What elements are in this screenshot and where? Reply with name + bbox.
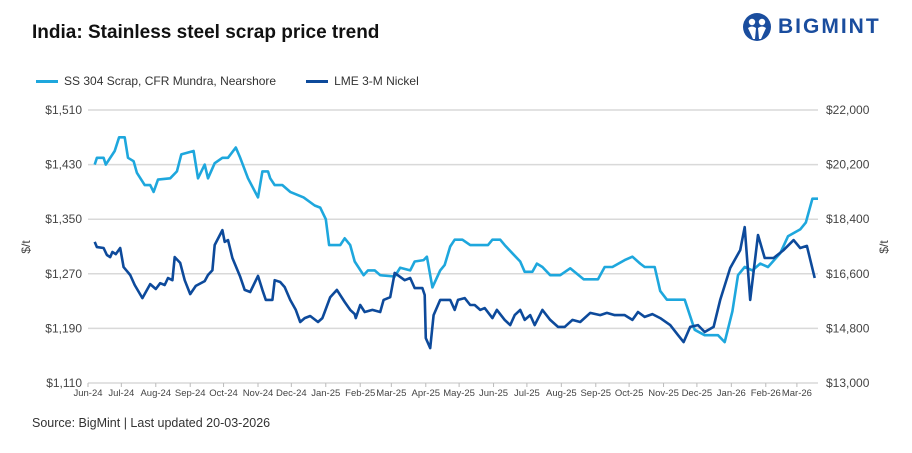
y-left-axis-label: $/t — [19, 240, 33, 254]
y-right-axis-label: $/t — [877, 240, 891, 254]
x-tick-label: Dec-25 — [682, 388, 713, 399]
x-tick-label: Aug-24 — [140, 388, 171, 399]
x-tick-label: May-25 — [443, 388, 475, 399]
bigmint-logo: BIGMINT — [742, 12, 881, 42]
chart-title: India: Stainless steel scrap price trend — [32, 22, 380, 43]
series-line-ss304 — [93, 136, 818, 344]
y-left-tick-label: $1,190 — [45, 321, 82, 335]
x-tick-label: Jun-24 — [73, 388, 102, 399]
x-tick-label: Jan-26 — [717, 388, 746, 399]
y-left-tick-label: $1,270 — [45, 267, 82, 281]
legend: SS 304 Scrap, CFR Mundra, Nearshore LME … — [36, 74, 449, 88]
x-tick-label: Nov-25 — [648, 388, 679, 399]
x-tick-label: Feb-25 — [345, 388, 375, 399]
source-note: Source: BigMint | Last updated 20-03-202… — [32, 416, 271, 430]
legend-item-nickel: LME 3-M Nickel — [306, 74, 419, 88]
x-tick-label: Jan-25 — [311, 388, 340, 399]
x-tick-label: Feb-26 — [751, 388, 781, 399]
x-tick-label: Nov-24 — [243, 388, 274, 399]
legend-swatch — [306, 79, 329, 83]
legend-label: LME 3-M Nickel — [334, 74, 419, 88]
series-line-nickel — [93, 225, 816, 350]
x-tick-label: Sep-25 — [580, 388, 611, 399]
x-tick-label: Dec-24 — [276, 388, 307, 399]
y-right-tick-label: $13,000 — [826, 376, 870, 390]
x-tick-label: Aug-25 — [546, 388, 577, 399]
legend-item-ss304: SS 304 Scrap, CFR Mundra, Nearshore — [36, 74, 276, 88]
legend-swatch — [36, 79, 58, 83]
bigmint-logo-icon — [743, 13, 771, 41]
y-right-tick-label: $16,600 — [826, 267, 870, 281]
y-right-tick-label: $20,200 — [826, 158, 870, 172]
y-right-tick-label: $18,400 — [826, 212, 870, 226]
x-tick-label: Mar-25 — [376, 388, 406, 399]
logo-text: BIGMINT — [778, 15, 881, 38]
x-tick-label: Oct-24 — [209, 388, 238, 399]
y-right-tick-label: $22,000 — [826, 103, 870, 117]
x-tick-label: Oct-25 — [615, 388, 644, 399]
y-right-tick-label: $14,800 — [826, 321, 870, 335]
legend-label: SS 304 Scrap, CFR Mundra, Nearshore — [64, 74, 277, 88]
x-tick-label: Apr-25 — [412, 388, 441, 399]
y-left-tick-label: $1,510 — [45, 103, 82, 117]
x-tick-label: Sep-24 — [175, 388, 206, 399]
y-left-tick-label: $1,430 — [45, 158, 82, 172]
y-left-tick-label: $1,110 — [46, 376, 82, 390]
y-left-tick-label: $1,350 — [45, 212, 82, 226]
x-tick-label: Jul-25 — [514, 388, 540, 399]
x-tick-label: Mar-26 — [782, 388, 812, 399]
x-tick-label: Jul-24 — [108, 388, 134, 399]
x-tick-label: Jun-25 — [479, 388, 508, 399]
